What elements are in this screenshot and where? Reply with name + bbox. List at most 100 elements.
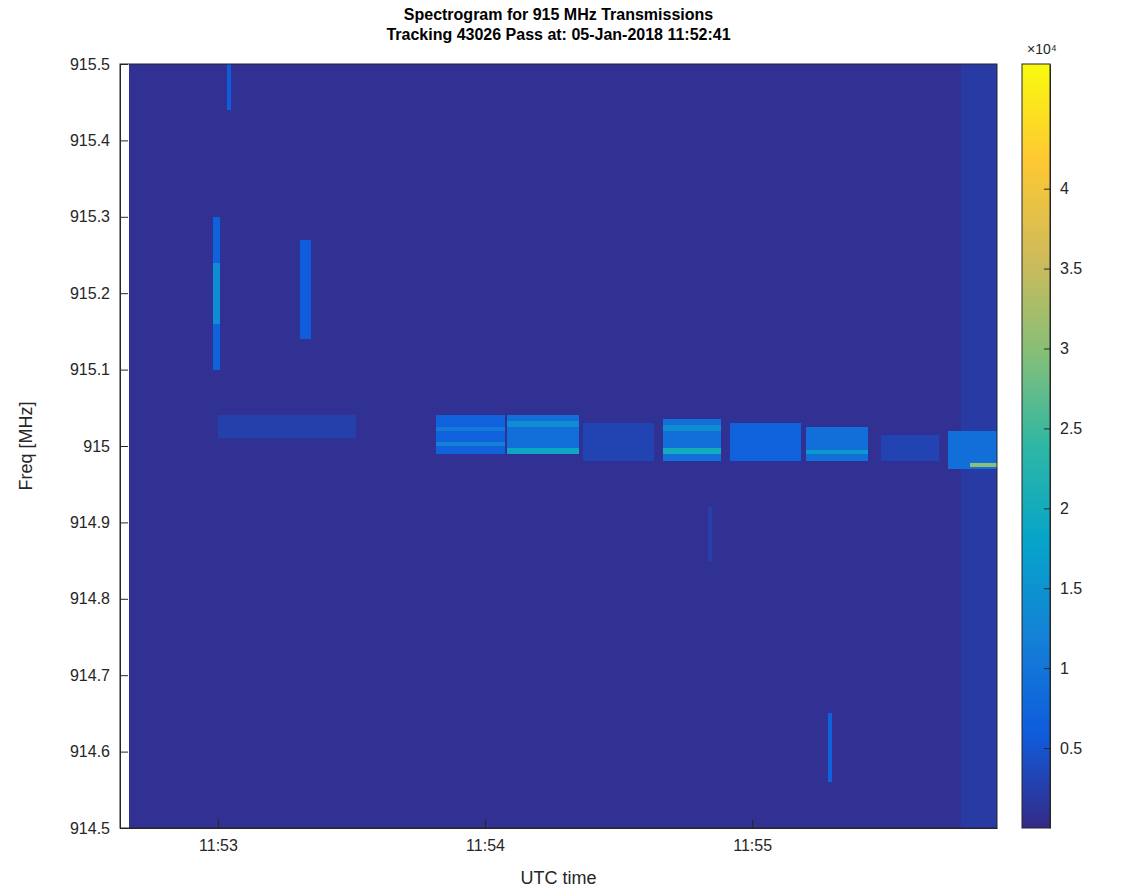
y-tick-label: 914.9 [70, 514, 110, 531]
y-tick-mark [120, 675, 128, 676]
y-tick-mark [120, 140, 128, 141]
y-tick-mark [120, 446, 128, 447]
cell [507, 415, 578, 453]
colorbar-tick: 0.5 [1044, 740, 1082, 757]
colorbar-tick: 3 [1044, 340, 1069, 357]
colorbar [1022, 64, 1050, 828]
cell [213, 217, 220, 370]
cell [881, 435, 939, 462]
cell [507, 448, 578, 453]
colorbar-tick-label: 3 [1060, 340, 1069, 357]
cell [708, 507, 712, 560]
x-tick-label: 11:54 [466, 837, 505, 854]
cell [583, 423, 654, 461]
colorbar-tick-label: 2 [1060, 500, 1069, 517]
colorbar-tick-mark [1044, 748, 1050, 749]
y-tick-label: 914.6 [70, 743, 110, 760]
x-tick-mark [218, 820, 219, 828]
colorbar-tick: 4 [1044, 180, 1069, 197]
cell [663, 448, 721, 453]
plot-frame [120, 64, 997, 828]
y-tick-mark [120, 599, 128, 600]
cells [129, 64, 997, 828]
colorbar-tick: 1 [1044, 660, 1069, 677]
y-tick-mark [120, 217, 128, 218]
y-tick-mark [120, 370, 128, 371]
y-tick: 914.7 [70, 667, 128, 684]
y-tick-label: 915.4 [70, 132, 110, 149]
y-axis-title: Freq [MHz] [16, 401, 36, 490]
colorbar-tick-label: 2.5 [1060, 420, 1082, 437]
background [0, 0, 1140, 896]
colorbar-tick: 1.5 [1044, 580, 1082, 597]
y-axis: 914.5914.6914.7914.8914.9915915.1915.291… [70, 56, 128, 837]
y-tick: 914.9 [70, 514, 128, 531]
y-tick: 915.4 [70, 132, 128, 149]
x-axis: 11:53 11:54 11:55 [121, 820, 998, 854]
y-tick-label: 915.1 [70, 361, 110, 378]
x-tick-mark [485, 820, 486, 828]
y-tick: 914.8 [70, 590, 128, 607]
cell [948, 431, 997, 469]
y-tick-label: 915.3 [70, 208, 110, 225]
cell [436, 427, 505, 431]
x-axis-line [121, 828, 998, 829]
colorbar-tick: 3.5 [1044, 260, 1082, 277]
y-tick-label: 915 [83, 438, 110, 455]
plot-area [120, 64, 997, 828]
colorbar-tick-mark [1044, 668, 1050, 669]
colorbar-tick-mark [1044, 588, 1050, 589]
y-tick: 915.1 [70, 361, 128, 378]
cell [730, 423, 801, 461]
y-tick-mark [120, 752, 128, 753]
cell [300, 240, 311, 339]
y-tick-label: 914.8 [70, 590, 110, 607]
cell [806, 427, 868, 461]
cell [806, 450, 868, 454]
cell [218, 415, 356, 438]
cell [436, 442, 505, 446]
x-tick-mark [752, 820, 753, 828]
cell [129, 64, 997, 828]
chart: 11:5311:5411:55914.5914.6914.7914.8914.9… [0, 0, 1140, 896]
x-tick-label: 11:55 [733, 837, 772, 854]
x-tick-label: 11:53 [199, 837, 238, 854]
x-tick: 11:53 [199, 820, 238, 854]
colorbar-axis-line [1050, 65, 1051, 829]
colorbar-axis: 0.5 1 1.5 2 2.5 3 3.5 4 [1044, 65, 1082, 829]
x-tick: 11:54 [466, 820, 505, 854]
colorbar-tick-mark [1044, 428, 1050, 429]
y-tick: 915 [83, 438, 128, 455]
x-axis-title: UTC time [521, 868, 597, 888]
y-tick-label: 915.5 [70, 56, 110, 73]
cell [227, 64, 231, 110]
y-tick: 915.2 [70, 285, 128, 302]
cell [663, 419, 721, 461]
x-tick: 11:55 [733, 820, 772, 854]
cell [663, 425, 721, 430]
cell [828, 713, 832, 782]
cell [213, 263, 220, 324]
y-tick: 915.5 [70, 56, 128, 73]
colorbar-multiplier: ×10⁴ [1027, 41, 1057, 57]
y-tick: 915.3 [70, 208, 128, 225]
cell [970, 463, 997, 467]
y-tick-label: 915.2 [70, 285, 110, 302]
colorbar-tick-mark [1044, 508, 1050, 509]
colorbar-tick-mark [1044, 189, 1050, 190]
y-tick-mark [120, 828, 128, 829]
y-tick-mark [120, 293, 128, 294]
colorbar-tick-label: 1.5 [1060, 580, 1082, 597]
colorbar-tick-label: 4 [1060, 180, 1069, 197]
y-tick-label: 914.7 [70, 667, 110, 684]
colorbar-tick-mark [1044, 269, 1050, 270]
colorbar-tick-label: 0.5 [1060, 740, 1082, 757]
colorbar-tick: 2 [1044, 500, 1069, 517]
y-tick-mark [120, 522, 128, 523]
y-tick: 914.6 [70, 743, 128, 760]
subtitle: Tracking 43026 Pass at: 05-Jan-2018 11:5… [386, 26, 730, 43]
y-tick-mark [120, 64, 128, 65]
colorbar-tick-mark [1044, 349, 1050, 350]
colorbar-tick: 2.5 [1044, 420, 1082, 437]
colorbar-tick-label: 3.5 [1060, 260, 1082, 277]
